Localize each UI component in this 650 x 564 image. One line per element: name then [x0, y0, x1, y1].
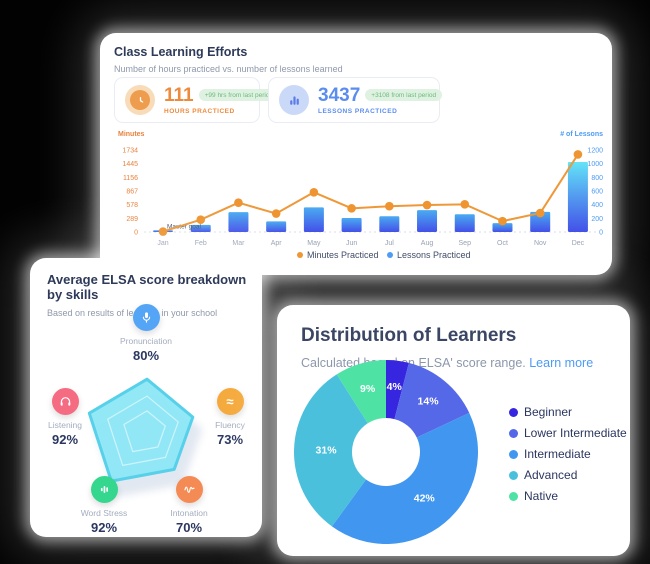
elsa-score-card: Average ELSA score breakdown by skills B… [30, 258, 262, 537]
skill-listening: Listening 92% [25, 388, 105, 447]
svg-text:1156: 1156 [123, 175, 138, 182]
intonation-wave-icon [175, 476, 203, 503]
lessons-value: 3437 [318, 84, 361, 106]
combo-chart: Minutes # of Lessons 1734 1445 1156 867 578 289… [118, 131, 603, 260]
stats-row: 111 +99 hrs from last period HOURS PRACT… [114, 77, 443, 123]
svg-text:Jul: Jul [385, 240, 394, 247]
card-title: Distribution of Learners [301, 325, 517, 346]
svg-text:Lessons Practiced: Lessons Practiced [397, 250, 471, 260]
clock-icon [125, 85, 155, 115]
svg-text:1000: 1000 [587, 161, 603, 168]
svg-text:Jan: Jan [157, 240, 168, 247]
svg-text:14%: 14% [418, 396, 440, 408]
svg-text:800: 800 [591, 175, 603, 182]
svg-text:Feb: Feb [195, 240, 207, 247]
fluency-waves-icon: ≈ [216, 388, 244, 415]
lessons-label: LESSONS PRACTICED [318, 107, 398, 115]
hours-value: 111 [164, 84, 194, 106]
hours-delta-badge: +99 hrs from last period [198, 89, 280, 101]
legend-dot [509, 407, 518, 417]
skill-fluency: ≈ Fluency 73% [190, 388, 270, 447]
headphones-icon [51, 388, 79, 415]
lessons-practiced-stat: 3437 +3108 from last period LESSONS PRAC… [268, 77, 443, 123]
legend-item-intermediate: Intermediate [509, 447, 627, 461]
svg-text:May: May [307, 240, 321, 247]
legend-item-advanced: Advanced [509, 468, 627, 482]
svg-text:867: 867 [126, 189, 138, 196]
legend-dot [509, 428, 518, 438]
equalizer-icon [90, 476, 118, 503]
svg-text:Master goal: Master goal [167, 224, 202, 231]
donut-legend: Beginner Lower Intermediate Intermediate… [509, 405, 627, 503]
skill-pronunciation: Pronunciation 80% [106, 304, 186, 363]
svg-text:9%: 9% [360, 383, 376, 395]
svg-text:200: 200 [591, 216, 603, 223]
svg-text:Aug: Aug [421, 240, 434, 247]
svg-text:Sep: Sep [459, 240, 472, 247]
class-learning-efforts-card: Class Learning Efforts Number of hours p… [100, 33, 612, 275]
svg-text:600: 600 [591, 189, 603, 196]
hours-label: HOURS PRACTICED [164, 107, 235, 115]
svg-text:# of Lessons: # of Lessons [560, 131, 603, 138]
svg-text:578: 578 [126, 202, 138, 209]
svg-text:Mar: Mar [232, 240, 245, 247]
legend-dot [509, 449, 518, 459]
legend-dot [509, 470, 518, 480]
svg-text:Jun: Jun [346, 240, 357, 247]
card-subtitle: Number of hours practiced vs. number of … [114, 64, 343, 74]
legend-item-native: Native [509, 489, 627, 503]
learn-more-link[interactable]: Learn more [529, 356, 594, 370]
svg-text:Dec: Dec [572, 240, 585, 247]
skill-intonation: Intonation 70% [149, 476, 229, 535]
lessons-delta-badge: +3108 from last period [365, 89, 443, 101]
card-subtitle: Based on results of learners in your sch… [47, 308, 218, 318]
svg-text:289: 289 [126, 216, 138, 223]
legend-item-beginner: Beginner [509, 405, 627, 419]
card-title: Class Learning Efforts [114, 45, 248, 59]
svg-text:Apr: Apr [271, 240, 283, 247]
svg-text:1734: 1734 [122, 148, 138, 155]
legend-dot [509, 491, 518, 501]
svg-text:0: 0 [599, 230, 603, 237]
svg-text:Minutes Practiced: Minutes Practiced [307, 250, 379, 260]
legend-item-lower-intermediate: Lower Intermediate [509, 426, 627, 440]
distribution-card: Distribution of Learners Calculated base… [277, 305, 630, 556]
svg-text:Minutes: Minutes [118, 131, 145, 138]
svg-text:1200: 1200 [587, 148, 603, 155]
microphone-icon [132, 304, 160, 331]
skill-word-stress: Word Stress 92% [64, 476, 144, 535]
svg-text:Oct: Oct [497, 240, 508, 247]
svg-text:Nov: Nov [534, 240, 547, 247]
svg-text:42%: 42% [414, 493, 436, 505]
svg-text:0: 0 [134, 230, 138, 237]
svg-text:4%: 4% [387, 381, 403, 393]
bar-chart-icon [279, 85, 309, 115]
hours-practiced-stat: 111 +99 hrs from last period HOURS PRACT… [114, 77, 280, 123]
svg-text:1445: 1445 [122, 161, 138, 168]
radar-chart [87, 377, 203, 498]
donut-chart: 4% 14% 42% 31% 9% [294, 360, 478, 544]
svg-text:31%: 31% [316, 445, 338, 457]
card-title: Average ELSA score breakdown by skills [47, 272, 247, 302]
svg-text:400: 400 [591, 202, 603, 209]
